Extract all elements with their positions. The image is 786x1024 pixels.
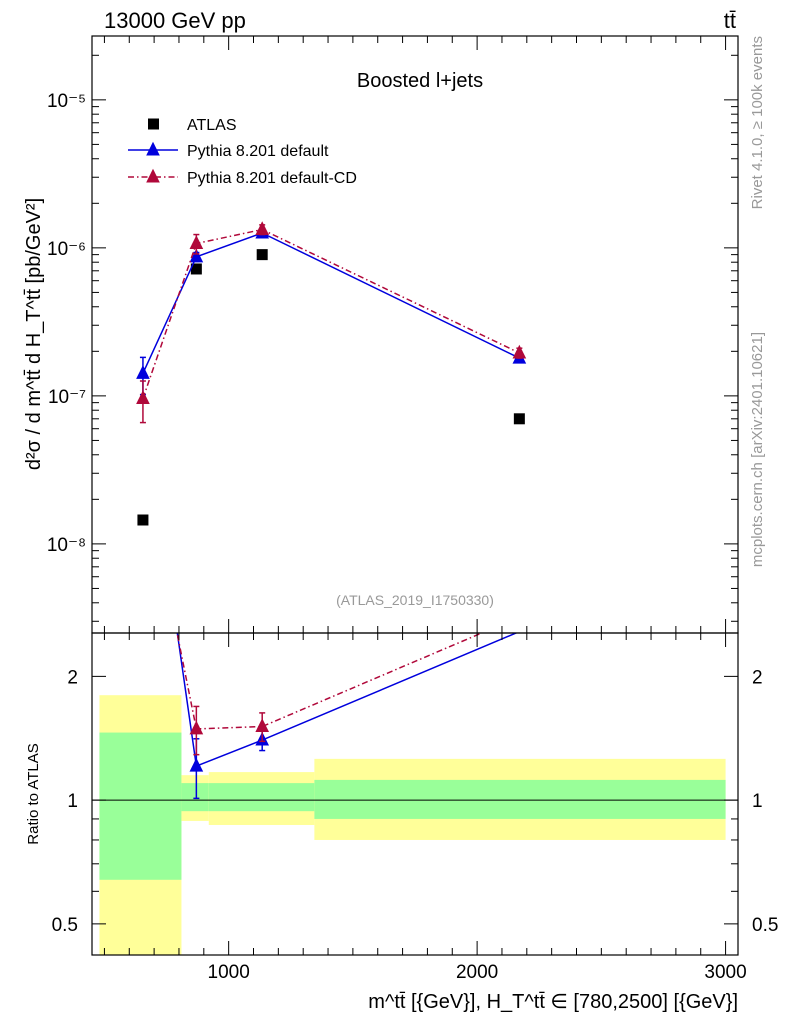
main-series-0 bbox=[137, 249, 525, 526]
ratio-y-tick-label-right-1: 1 bbox=[752, 791, 763, 812]
ratio-band-inner-3 bbox=[314, 779, 726, 819]
main-series-0-point-3 bbox=[513, 413, 525, 425]
main-series-2-point-0 bbox=[136, 390, 150, 404]
x-tick-label-0: 1000 bbox=[208, 962, 250, 983]
legend-marker-0 bbox=[148, 118, 159, 130]
ratio-series-1-point-2 bbox=[255, 718, 270, 733]
main-panel: 10⁻⁸ 10⁻⁷ 10⁻⁶ 10⁻⁵ Boosted l+jets (ATLAS_2… bbox=[47, 35, 739, 634]
main-y-tick-label-2: 10⁻⁶ bbox=[47, 239, 86, 260]
ratio-series-0-point-1 bbox=[189, 757, 204, 772]
main-x-ticks bbox=[103, 36, 727, 633]
source-label: mcplots.cern.ch [arXiv:2401.10621] bbox=[749, 332, 766, 567]
legend-label-1: Pythia 8.201 default bbox=[187, 143, 329, 160]
legend-entry-0: ATLAS bbox=[148, 117, 237, 134]
ratio-y-tick-label-2: 2 bbox=[67, 667, 78, 688]
x-tick-label-2: 3000 bbox=[704, 962, 746, 983]
ratio-y-tick-label-1: 1 bbox=[67, 791, 78, 812]
main-y-tick-label-3: 10⁻⁵ bbox=[47, 91, 86, 112]
rivet-label: Rivet 4.1.0, ≥ 100k events bbox=[749, 36, 766, 209]
ratio-panel-frame bbox=[91, 632, 739, 956]
main-series-2-line bbox=[142, 228, 520, 399]
main-series-0-point-0 bbox=[137, 514, 149, 526]
main-y-tick-label-1: 10⁻⁷ bbox=[48, 387, 86, 408]
ratio-series-1-point-1 bbox=[189, 720, 204, 735]
main-series-2-point-2 bbox=[255, 221, 270, 236]
main-series-1-point-0 bbox=[136, 365, 150, 379]
legend: ATLAS Pythia 8.201 default Pythia 8.201 de… bbox=[128, 117, 357, 187]
legend-label-0: ATLAS bbox=[187, 117, 237, 134]
ratio-x-ticks: 1000 2000 3000 bbox=[103, 633, 747, 983]
legend-label-2: Pythia 8.201 default-CD bbox=[187, 170, 357, 187]
main-series-0-point-1 bbox=[190, 263, 202, 275]
x-tick-label-1: 2000 bbox=[456, 962, 498, 983]
ratio-series-1 bbox=[176, 633, 484, 756]
ratio-series-0-line bbox=[176, 633, 518, 768]
legend-entry-1: Pythia 8.201 default bbox=[128, 141, 329, 160]
legend-entry-2: Pythia 8.201 default-CD bbox=[128, 168, 357, 187]
main-series-1 bbox=[136, 224, 527, 396]
main-series-0-point-2 bbox=[256, 249, 268, 261]
main-series-layer bbox=[136, 221, 527, 526]
process-label: tt̄ bbox=[724, 8, 736, 33]
main-minor-ticks bbox=[92, 54, 738, 622]
main-series-2-point-1 bbox=[189, 235, 204, 250]
ratio-y-tick-label-right-2: 2 bbox=[752, 667, 763, 688]
ratio-band-inner-1 bbox=[181, 783, 209, 812]
main-series-2-point-3 bbox=[512, 344, 527, 359]
ratio-series-1-line bbox=[176, 633, 484, 730]
main-y-ticks: 10⁻⁸ 10⁻⁷ 10⁻⁶ 10⁻⁵ bbox=[47, 91, 738, 556]
analysis-label: (ATLAS_2019_I1750330) bbox=[336, 592, 494, 608]
main-y-tick-label-0: 10⁻⁸ bbox=[47, 535, 86, 556]
plot-title: Boosted l+jets bbox=[357, 70, 483, 92]
ratio-y-ticks: 0.5 0.5 1 1 2 2 bbox=[52, 667, 779, 935]
ratio-y-tick-label-0: 0.5 bbox=[52, 915, 78, 936]
ratio-bands-layer bbox=[99, 695, 726, 955]
ratio-band-inner-2 bbox=[208, 783, 315, 812]
ratio-panel: 0.5 0.5 1 1 2 2 1000 2000 3000 bbox=[52, 632, 779, 983]
ratio-series-layer bbox=[176, 633, 518, 800]
x-axis-title: m^tt̄ [{GeV}], H_T^tt̄ ∈ [780,2500] [{Ge… bbox=[368, 991, 738, 1013]
ratio-band-inner-0 bbox=[99, 732, 182, 880]
main-series-1-point-1 bbox=[189, 248, 204, 263]
ratio-y-axis-title: Ratio to ATLAS bbox=[25, 743, 42, 844]
main-y-axis-title: d²σ / d m^tt̄ d H_T^tt̄ [pb/GeV²] bbox=[23, 198, 45, 470]
ratio-y-tick-label-right-0: 0.5 bbox=[752, 915, 778, 936]
legend-marker-2 bbox=[146, 168, 160, 183]
main-series-1-line bbox=[142, 232, 520, 374]
main-series-2 bbox=[136, 221, 527, 424]
energy-label: 13000 GeV pp bbox=[104, 8, 246, 33]
legend-marker-1 bbox=[146, 141, 160, 156]
